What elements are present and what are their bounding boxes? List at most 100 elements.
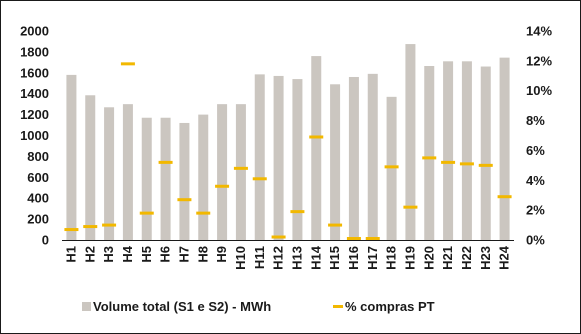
right-tick-label: 12%: [526, 53, 552, 68]
marker-H19: [403, 205, 418, 209]
bar-H21: [443, 61, 454, 241]
x-tick-label: H14: [308, 245, 323, 270]
marker-H14: [309, 135, 324, 139]
left-tick-label: 200: [27, 212, 49, 227]
left-tick-label: 400: [27, 191, 49, 206]
marker-H20: [422, 156, 437, 160]
bar-H4: [122, 104, 133, 241]
marker-H6: [158, 160, 173, 164]
bar-H7: [179, 122, 190, 240]
x-tick-label: H1: [63, 246, 78, 263]
x-tick-label: H5: [139, 246, 154, 263]
marker-H10: [233, 166, 248, 170]
right-tick-label: 0%: [526, 233, 545, 248]
marker-H1: [64, 228, 79, 232]
marker-series: [64, 62, 512, 241]
bar-H9: [217, 104, 228, 241]
left-tick-label: 2000: [20, 24, 49, 39]
bar-H24: [499, 57, 510, 241]
legend-marker-swatch: [333, 305, 343, 308]
marker-H12: [271, 235, 286, 239]
x-tick-label: H2: [82, 246, 97, 263]
x-tick-label: H24: [497, 245, 512, 270]
marker-H9: [215, 184, 230, 188]
x-tick-label: H18: [384, 246, 399, 270]
bar-H18: [386, 96, 397, 241]
right-tick-label: 8%: [526, 113, 545, 128]
legend-bar-swatch: [82, 302, 91, 311]
marker-H21: [441, 160, 456, 164]
bar-H23: [480, 66, 491, 240]
left-tick-label: 600: [27, 170, 49, 185]
x-tick-label: H13: [289, 246, 304, 270]
x-tick-label: H20: [421, 246, 436, 270]
right-axis-ticks: 0% 2% 4% 6% 8% 10% 12% 14%: [526, 24, 552, 248]
bar-H1: [66, 74, 77, 240]
left-tick-label: 1000: [20, 128, 49, 143]
bar-H20: [424, 66, 435, 240]
x-tick-label: H22: [459, 246, 474, 270]
x-tick-label: H12: [271, 246, 286, 270]
x-tick-label: H6: [158, 246, 173, 263]
left-tick-label: 1600: [20, 65, 49, 80]
x-tick-label: H9: [214, 246, 229, 263]
bar-series: [66, 44, 510, 241]
x-tick-label: H16: [346, 246, 361, 270]
right-tick-label: 14%: [526, 24, 552, 39]
marker-H4: [120, 62, 135, 66]
bar-H10: [235, 104, 246, 241]
bar-H13: [292, 79, 303, 240]
bar-H5: [141, 117, 152, 240]
bar-H19: [405, 44, 416, 240]
left-tick-label: 1200: [20, 107, 49, 122]
x-tick-label: H19: [402, 246, 417, 270]
right-tick-label: 10%: [526, 83, 552, 98]
left-tick-label: 800: [27, 149, 49, 164]
bar-H16: [348, 76, 359, 240]
bar-H12: [273, 75, 284, 240]
marker-H22: [459, 162, 474, 166]
left-tick-label: 1400: [20, 86, 49, 101]
marker-H5: [139, 211, 154, 215]
x-axis-ticks: H1 H2 H3 H4 H5 H6 H7 H8 H9 H10 H11 H12 H13 H14 H15 H16 H…: [63, 245, 511, 270]
x-tick-label: H3: [101, 246, 116, 263]
marker-H23: [478, 163, 493, 167]
x-tick-label: H10: [233, 246, 248, 270]
bar-H6: [160, 117, 171, 240]
marker-H16: [346, 237, 361, 241]
left-tick-label: 1800: [20, 44, 49, 59]
legend-bar-label: Volume total (S1 e S2) - MWh: [93, 299, 271, 314]
marker-H8: [196, 211, 211, 215]
bar-H11: [254, 74, 265, 241]
bar-H3: [104, 107, 115, 240]
marker-H24: [497, 195, 512, 199]
marker-H7: [177, 198, 192, 202]
marker-H17: [365, 237, 380, 241]
right-tick-label: 4%: [526, 173, 545, 188]
bar-H17: [367, 73, 378, 240]
legend: Volume total (S1 e S2) - MWh % compras P…: [82, 299, 435, 314]
x-tick-label: H7: [176, 246, 191, 263]
x-tick-label: H15: [327, 246, 342, 270]
marker-H18: [384, 165, 399, 169]
marker-H2: [83, 225, 98, 229]
x-tick-label: H4: [120, 245, 135, 262]
x-tick-label: H23: [478, 246, 493, 270]
x-tick-label: H21: [440, 246, 455, 270]
legend-marker-label: % compras PT: [345, 299, 435, 314]
x-tick-label: H8: [195, 246, 210, 263]
marker-H13: [290, 210, 305, 214]
bar-H15: [330, 84, 341, 240]
left-axis-ticks: 0 200 400 600 800 1000 1200 1400 1600 1800 2000: [20, 24, 49, 248]
x-tick-label: H17: [365, 246, 380, 270]
bar-H8: [198, 114, 209, 240]
marker-H11: [252, 177, 267, 181]
bar-H22: [461, 61, 472, 241]
right-tick-label: 2%: [526, 203, 545, 218]
marker-H3: [102, 223, 117, 227]
right-tick-label: 6%: [526, 143, 545, 158]
bar-H2: [85, 95, 96, 240]
x-tick-label: H11: [252, 246, 267, 269]
left-tick-label: 0: [42, 233, 49, 248]
